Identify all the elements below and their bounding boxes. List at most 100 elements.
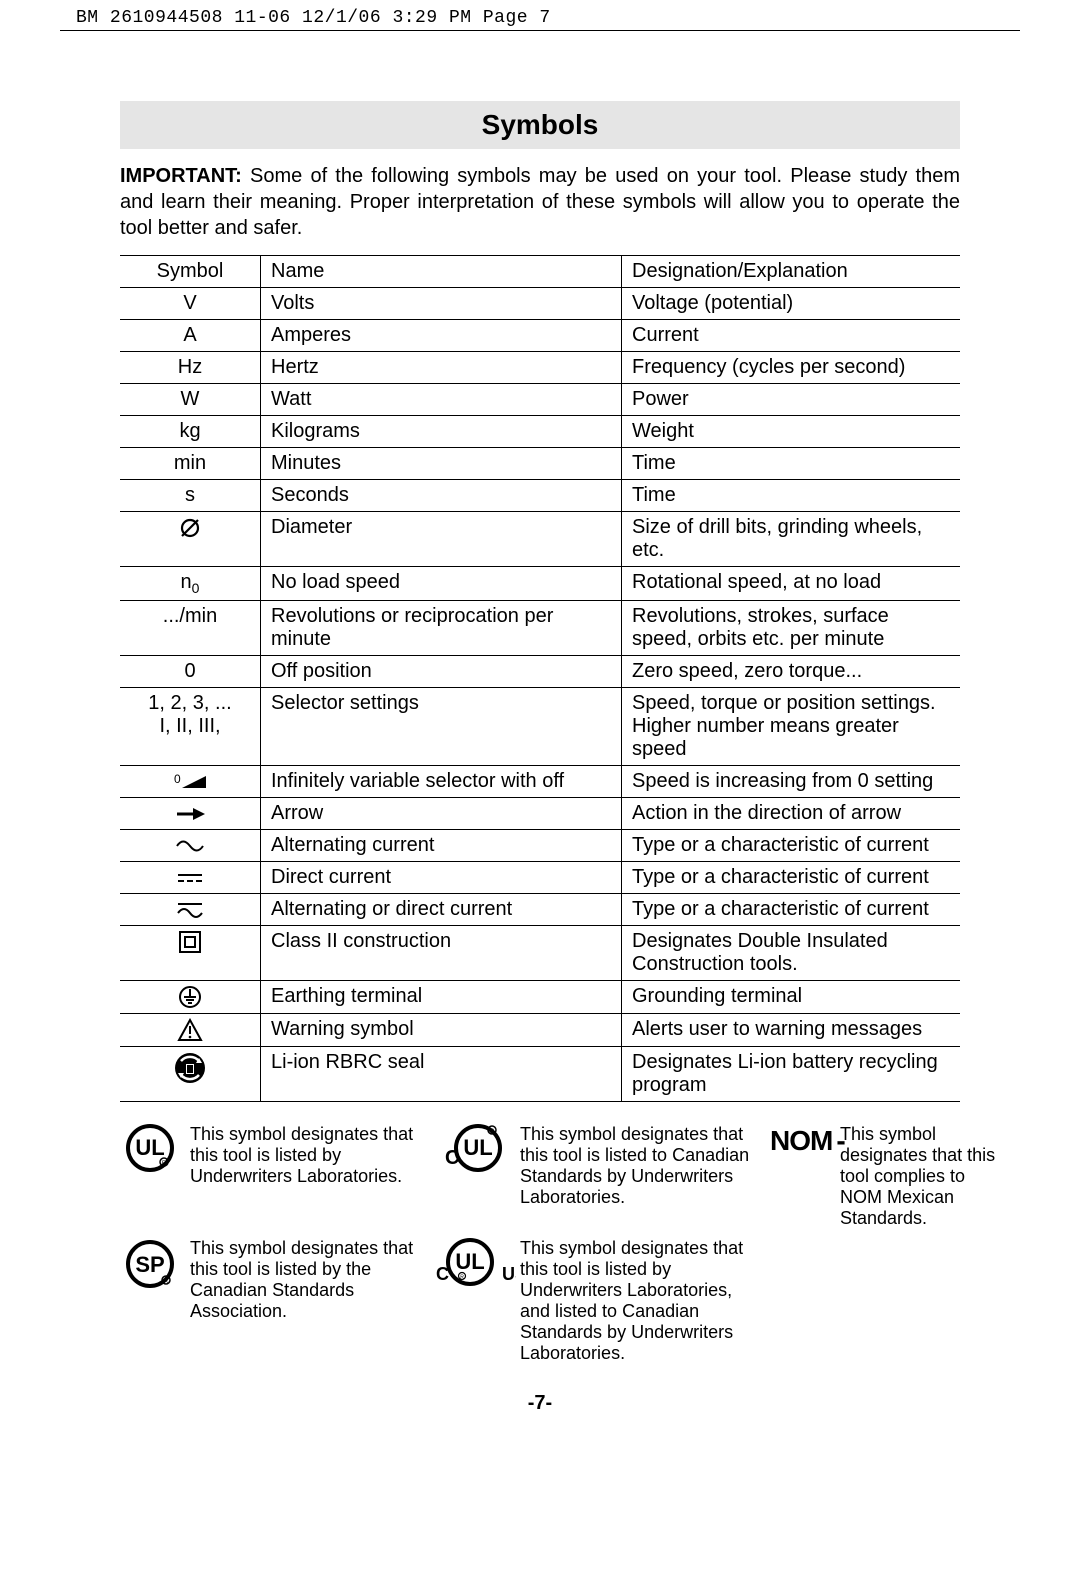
intro-paragraph: IMPORTANT: Some of the following symbols… [120,163,960,241]
svg-text:R: R [164,1279,169,1285]
table-row: Alternating currentType or a characteris… [120,830,960,862]
col-designation: Designation/Explanation [622,256,961,288]
table-row: ArrowAction in the direction of arrow [120,798,960,830]
intro-text: Some of the following symbols may be use… [120,165,960,239]
col-symbol: Symbol [120,256,261,288]
desc-cell: Frequency (cycles per second) [622,352,961,384]
nom-label: NOM [770,1125,832,1157]
name-cell: Alternating or direct current [261,894,622,926]
table-row: 1, 2, 3, ...I, II, III,Selector settings… [120,688,960,766]
desc-cell: Grounding terminal [622,981,961,1014]
table-row: sSecondsTime [120,480,960,512]
desc-cell: Time [622,448,961,480]
desc-cell: Zero speed, zero torque... [622,656,961,688]
page-number: -7- [120,1392,960,1415]
name-cell: Class II construction [261,926,622,981]
page-body: Symbols IMPORTANT: Some of the following… [0,31,1080,1455]
table-row: AAmperesCurrent [120,320,960,352]
table-row: HzHertzFrequency (cycles per second) [120,352,960,384]
svg-text:SP: SP [135,1252,164,1277]
name-cell: Amperes [261,320,622,352]
svg-text:R: R [490,1129,495,1135]
name-cell: Off position [261,656,622,688]
page-title: Symbols [120,101,960,149]
desc-cell: Size of drill bits, grinding wheels, etc… [622,512,961,567]
csa-icon: SPR [120,1238,180,1295]
col-name: Name [261,256,622,288]
desc-cell: Speed, torque or position settings. High… [622,688,961,766]
culus-icon: CULRUS [430,1238,510,1291]
table-row: Li-ion RBRC sealDesignates Li-ion batter… [120,1047,960,1102]
symbol-cell [120,1047,261,1102]
symbol-cell: 0 [120,656,261,688]
table-row: .../minRevolutions or reciprocation per … [120,601,960,656]
table-header-row: Symbol Name Designation/Explanation [120,256,960,288]
name-cell: Hertz [261,352,622,384]
table-row: 0Off positionZero speed, zero torque... [120,656,960,688]
svg-text:UL: UL [135,1135,164,1160]
symbol-cell: s [120,480,261,512]
name-cell: Kilograms [261,416,622,448]
symbol-cell: kg [120,416,261,448]
symbol-cell: 0 [120,766,261,798]
desc-cell: Speed is increasing from 0 setting [622,766,961,798]
symbol-cell: .../min [120,601,261,656]
table-row: VVoltsVoltage (potential) [120,288,960,320]
desc-cell: Revolutions, strokes, surface speed, orb… [622,601,961,656]
symbol-cell: min [120,448,261,480]
svg-text:US: US [502,1264,516,1284]
table-row: Class II constructionDesignates Double I… [120,926,960,981]
desc-cell: Current [622,320,961,352]
table-row: Alternating or direct currentType or a c… [120,894,960,926]
name-cell: Diameter [261,512,622,567]
desc-cell: Rotational speed, at no load [622,567,961,601]
table-row: kgKilogramsWeight [120,416,960,448]
cul-text: This symbol designates that this tool is… [520,1124,760,1208]
nom-icon: NOM- ANCE [770,1124,830,1168]
symbol-cell [120,894,261,926]
symbol-cell: W [120,384,261,416]
name-cell: Selector settings [261,688,622,766]
desc-cell: Action in the direction of arrow [622,798,961,830]
ul-icon: ULR [120,1124,180,1177]
ul-text: This symbol designates that this tool is… [190,1124,420,1187]
symbol-cell [120,862,261,894]
symbol-cell [120,1014,261,1047]
certification-grid: ULR This symbol designates that this too… [120,1124,960,1364]
desc-cell: Type or a characteristic of current [622,862,961,894]
name-cell: Volts [261,288,622,320]
desc-cell: Type or a characteristic of current [622,830,961,862]
name-cell: Infinitely variable selector with off [261,766,622,798]
symbol-cell [120,830,261,862]
table-row: minMinutesTime [120,448,960,480]
name-cell: Minutes [261,448,622,480]
symbols-table: Symbol Name Designation/Explanation VVol… [120,255,960,1102]
svg-text:UL: UL [463,1135,492,1160]
name-cell: Revolutions or reciprocation per minute [261,601,622,656]
svg-text:UL: UL [455,1249,484,1274]
symbol-cell: A [120,320,261,352]
table-row: DiameterSize of drill bits, grinding whe… [120,512,960,567]
cul-icon: CULR [430,1124,510,1177]
desc-cell: Alerts user to warning messages [622,1014,961,1047]
name-cell: Direct current [261,862,622,894]
nom-text: This symbol designates that this tool co… [840,1124,1000,1229]
symbol-cell: 1, 2, 3, ...I, II, III, [120,688,261,766]
name-cell: Watt [261,384,622,416]
name-cell: No load speed [261,567,622,601]
desc-cell: Voltage (potential) [622,288,961,320]
svg-text:R: R [162,1161,167,1167]
svg-text:0: 0 [174,773,181,786]
name-cell: Li-ion RBRC seal [261,1047,622,1102]
culus-text: This symbol designates that this tool is… [520,1238,760,1364]
symbol-cell: V [120,288,261,320]
name-cell: Alternating current [261,830,622,862]
table-row: WWattPower [120,384,960,416]
symbol-cell: n0 [120,567,261,601]
csa-text: This symbol designates that this tool is… [190,1238,420,1322]
desc-cell: Time [622,480,961,512]
symbol-cell: Hz [120,352,261,384]
svg-text:R: R [460,1275,464,1281]
desc-cell: Power [622,384,961,416]
symbol-cell [120,981,261,1014]
